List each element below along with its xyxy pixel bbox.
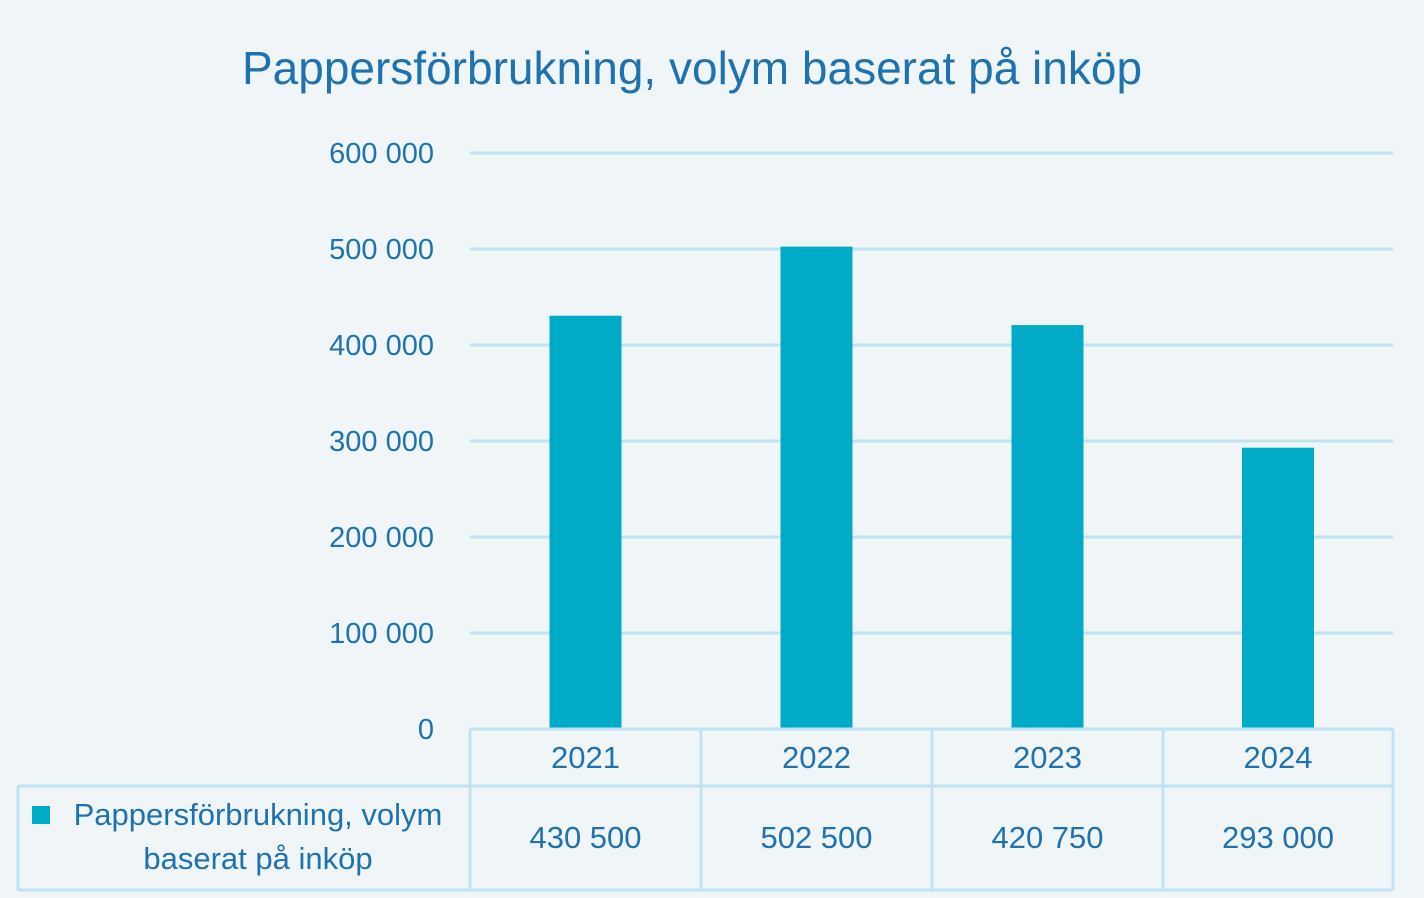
legend-label-line-1: Pappersförbrukning, volym: [74, 797, 443, 832]
bar-2024: [1242, 447, 1314, 729]
value-label: 293 000: [1222, 820, 1334, 855]
bar-2023: [1011, 325, 1084, 729]
y-axis-ticks: 0 100 000 200 000 300 000 400 000 500 000 600 …: [329, 138, 434, 746]
y-tick-label: 600 000: [329, 138, 434, 170]
chart-title: Pappersförbrukning, volym baserat på ink…: [242, 42, 1142, 94]
value-label: 430 500: [529, 820, 641, 855]
category-label: 2022: [782, 740, 851, 775]
gridlines: [470, 151, 1393, 635]
legend-label-line-2: baserat på inköp: [143, 841, 372, 876]
y-tick-label: 100 000: [329, 618, 434, 650]
data-table: 2021 2022 2023 2024 430 500 502 500 420 750 293…: [16, 727, 1395, 892]
y-tick-label: 0: [418, 714, 434, 746]
value-label: 420 750: [991, 820, 1103, 855]
y-tick-label: 200 000: [329, 522, 434, 554]
legend-swatch: [32, 806, 50, 824]
value-label: 502 500: [760, 820, 872, 855]
y-tick-label: 500 000: [329, 234, 434, 266]
category-label: 2021: [551, 740, 620, 775]
y-tick-label: 400 000: [329, 330, 434, 362]
category-label: 2023: [1013, 740, 1082, 775]
bars: [549, 246, 1314, 729]
category-label: 2024: [1244, 740, 1313, 775]
bar-2021: [549, 315, 622, 729]
y-tick-label: 300 000: [329, 426, 434, 458]
bar-2022: [780, 246, 853, 729]
